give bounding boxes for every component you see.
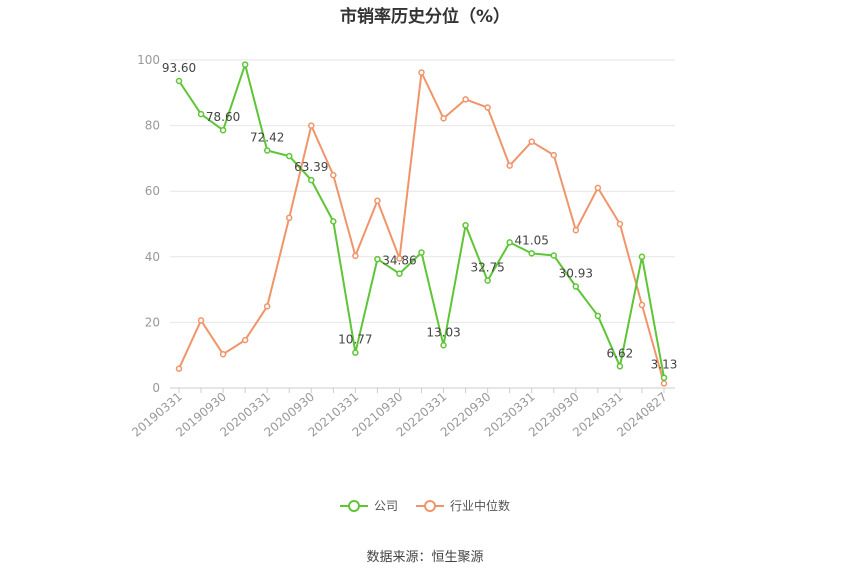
data-point	[330, 171, 337, 179]
data-label: 41.05	[515, 233, 549, 247]
legend-label-company: 公司	[373, 499, 398, 513]
data-point	[616, 220, 624, 228]
data-point	[374, 255, 381, 263]
data-point	[352, 349, 359, 356]
data-label: 78.60	[206, 110, 240, 124]
series-line-1	[178, 71, 665, 384]
data-point	[219, 350, 227, 358]
data-label: 93.60	[162, 61, 196, 75]
data-point	[484, 277, 491, 284]
chart-title: 市销率历史分位（%）	[339, 7, 511, 27]
data-label: 6.62	[607, 346, 634, 360]
data-point	[594, 312, 602, 320]
legend-item-company[interactable]: 公司	[339, 497, 398, 514]
data-point	[660, 374, 668, 381]
data-point	[330, 218, 337, 225]
data-label: 30.93	[559, 267, 593, 281]
y-tick-label: 60	[145, 184, 160, 198]
legend-label-industry: 行业中位数	[450, 499, 511, 513]
data-point	[219, 126, 227, 134]
data-point	[241, 61, 249, 68]
data-point	[263, 303, 271, 310]
data-point	[506, 239, 513, 246]
legend: 公司 行业中位数	[0, 497, 850, 514]
data-point	[594, 184, 602, 192]
series-layer	[175, 61, 668, 387]
y-tick-label: 80	[145, 119, 160, 133]
data-point	[484, 104, 491, 111]
data-point	[374, 197, 381, 204]
data-label: 3.13	[651, 358, 678, 372]
y-tick-label: 100	[137, 53, 160, 67]
data-label: 10.77	[338, 333, 372, 347]
legend-item-industry[interactable]: 行业中位数	[416, 497, 510, 514]
data-point	[285, 214, 293, 222]
data-point	[241, 336, 249, 344]
data-point	[660, 380, 668, 387]
data-point	[197, 110, 205, 118]
data-point	[396, 255, 403, 262]
data-point	[528, 138, 535, 145]
data-labels: 93.60 78.60 72.42 63.39 10.77 34.86 13.03 32.75…	[162, 61, 678, 372]
data-point	[396, 270, 403, 277]
data-point	[572, 226, 580, 234]
data-point	[308, 122, 315, 129]
data-point	[462, 96, 469, 103]
data-point	[572, 283, 580, 290]
data-point	[197, 317, 205, 324]
data-point	[638, 301, 646, 309]
y-tick-label: 40	[145, 250, 160, 264]
data-point	[638, 253, 646, 261]
data-point	[440, 115, 447, 122]
data-label: 32.75	[470, 261, 504, 275]
data-point	[308, 176, 315, 184]
data-point	[440, 342, 447, 349]
data-label: 63.39	[294, 160, 328, 174]
data-point	[550, 252, 558, 259]
data-label: 72.42	[250, 130, 284, 144]
data-point	[418, 249, 425, 256]
data-source: 数据来源：恒生聚源	[366, 550, 484, 565]
data-point	[418, 69, 425, 76]
data-point	[528, 250, 535, 257]
data-point	[352, 252, 359, 260]
data-point	[506, 162, 513, 169]
y-tick-label: 0	[152, 381, 160, 395]
data-label: 13.03	[426, 325, 460, 339]
data-point	[263, 147, 271, 154]
data-point	[285, 152, 293, 160]
data-point	[175, 77, 183, 85]
data-point	[550, 151, 558, 159]
data-point	[175, 365, 183, 372]
legend-marker-company	[339, 499, 368, 512]
data-point	[616, 363, 624, 370]
data-point	[462, 222, 469, 229]
y-tick-label: 20	[145, 315, 160, 329]
data-label: 34.86	[382, 254, 416, 268]
legend-marker-industry	[416, 499, 444, 512]
